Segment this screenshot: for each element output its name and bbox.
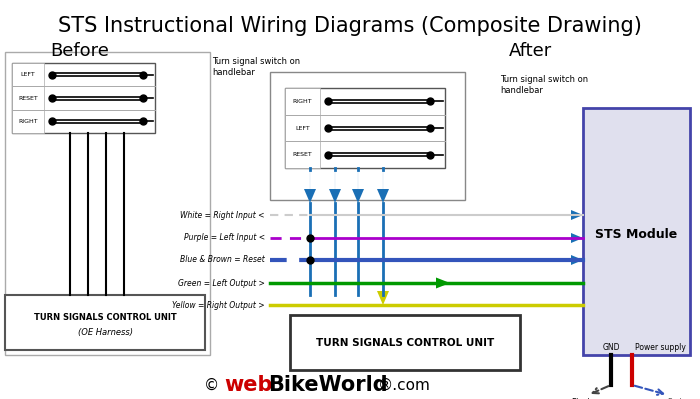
FancyArrow shape [553,233,583,243]
Text: Turn signal switch on
handlebar: Turn signal switch on handlebar [500,75,588,95]
Text: Black: Black [572,398,592,399]
Bar [583,108,690,355]
Bar [5,295,205,350]
Bar [285,88,320,115]
Text: (OE Harness): (OE Harness) [78,328,132,338]
Bar [285,115,320,141]
Text: LEFT: LEFT [20,72,36,77]
FancyArrow shape [420,277,450,288]
Text: TURN SIGNALS CONTROL UNIT: TURN SIGNALS CONTROL UNIT [34,312,176,322]
Text: RIGHT: RIGHT [18,119,38,124]
Text: BikeWorld: BikeWorld [268,375,388,395]
Text: TURN SIGNALS CONTROL UNIT: TURN SIGNALS CONTROL UNIT [316,338,494,348]
Bar [12,63,44,86]
Bar [290,315,520,370]
Text: Blue & Brown = Reset: Blue & Brown = Reset [181,255,265,265]
FancyArrow shape [377,170,389,203]
Text: Purple = Left Input <: Purple = Left Input < [184,233,265,243]
Text: Green = Left Output >: Green = Left Output > [178,279,265,288]
Text: STS Instructional Wiring Diagrams (Composite Drawing): STS Instructional Wiring Diagrams (Compo… [58,16,642,36]
FancyArrow shape [553,210,583,220]
Text: RESET: RESET [293,152,312,157]
FancyArrow shape [553,255,583,265]
Bar [270,72,465,200]
FancyArrow shape [304,170,316,203]
Text: ©: © [204,377,224,393]
FancyArrow shape [377,275,389,305]
Bar [12,63,155,133]
Text: Turn signal switch on
handlebar: Turn signal switch on handlebar [212,57,300,77]
Text: White = Right Input <: White = Right Input < [181,211,265,219]
Bar [285,141,320,168]
Text: Power supply: Power supply [635,343,685,352]
Bar [285,88,445,168]
Text: RIGHT: RIGHT [293,99,312,104]
Text: RESET: RESET [18,95,38,101]
Text: web: web [224,375,272,395]
Bar [12,110,44,133]
Bar [12,86,44,110]
Text: Before: Before [50,42,109,60]
FancyArrow shape [352,170,364,203]
Text: ®.com: ®.com [378,377,431,393]
Text: STS Module: STS Module [595,229,677,241]
Text: Yellow = Right Output >: Yellow = Right Output > [172,300,265,310]
FancyArrow shape [329,170,341,203]
Text: GND: GND [602,343,620,352]
Text: LEFT: LEFT [295,126,310,130]
Bar [5,52,210,355]
Text: After: After [508,42,552,60]
Text: Red: Red [668,398,682,399]
